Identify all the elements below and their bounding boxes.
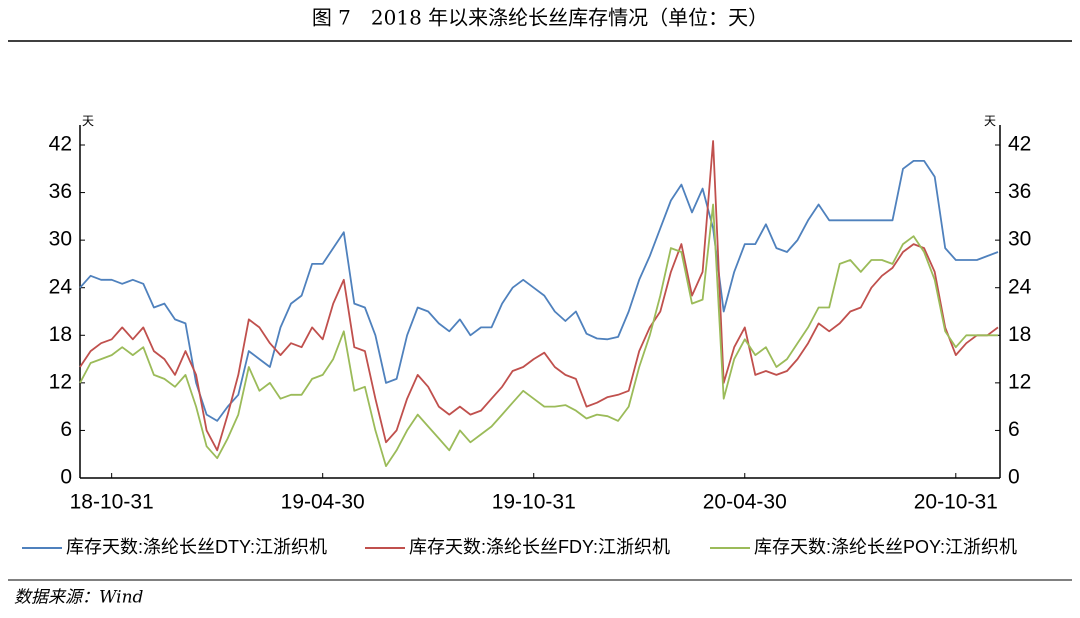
y-tick-label: 36 (49, 180, 72, 203)
series-line (79, 160, 999, 422)
y-tick-label: 30 (49, 228, 72, 251)
x-tick-label: 18-10-31 (70, 491, 154, 514)
y2-tick-label: 36 (1008, 180, 1031, 203)
y-tick-label: 42 (49, 133, 72, 156)
legend-label: 库存天数:涤纶长丝FDY:江浙织机 (409, 537, 670, 557)
y2-tick-label: 0 (1008, 466, 1020, 489)
source-note: 数据来源：Wind (14, 588, 144, 608)
y2-tick-label: 42 (1008, 133, 1031, 156)
x-tick-label: 20-10-31 (914, 491, 998, 514)
y-axis-unit: 天 (82, 114, 94, 128)
y2-tick-label: 6 (1008, 418, 1020, 441)
legend-label: 库存天数:涤纶长丝POY:江浙织机 (754, 537, 1017, 557)
y2-tick-label: 18 (1008, 323, 1031, 346)
series-line (79, 140, 999, 452)
x-tick-label: 20-04-30 (703, 491, 787, 514)
y2-tick-label: 30 (1008, 228, 1031, 251)
y2-axis-unit: 天 (984, 114, 996, 128)
y-tick-label: 24 (49, 275, 73, 298)
y-tick-label: 0 (60, 466, 72, 489)
y2-tick-label: 12 (1008, 370, 1031, 393)
series-line (79, 203, 998, 467)
x-tick-label: 19-04-30 (281, 491, 365, 514)
y2-tick-label: 24 (1008, 275, 1032, 298)
y-tick-label: 6 (60, 418, 72, 441)
legend-label: 库存天数:涤纶长丝DTY:江浙织机 (66, 537, 327, 557)
chart-title: 图 7 2018 年以来涤纶长丝库存情况（单位：天） (312, 6, 768, 30)
y-tick-label: 18 (49, 323, 72, 346)
x-tick-label: 19-10-31 (492, 491, 576, 514)
y-tick-label: 12 (49, 370, 72, 393)
